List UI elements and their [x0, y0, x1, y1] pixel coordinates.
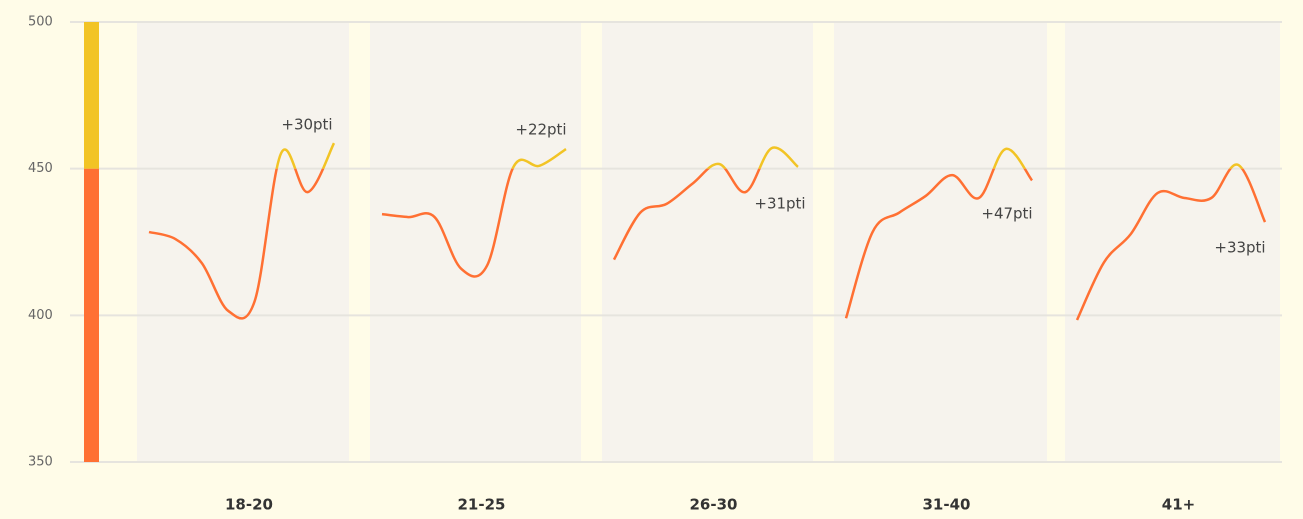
- line-above: [511, 147, 567, 169]
- panel: [602, 22, 813, 462]
- line-above: [992, 147, 1027, 169]
- y-tick-label: 400: [28, 308, 53, 323]
- line-above: [706, 146, 799, 169]
- panel: [834, 22, 1047, 462]
- annotation: +47pti: [981, 205, 1032, 223]
- panel: [370, 22, 581, 462]
- line-below: [612, 168, 761, 261]
- y-tick-label: 450: [28, 161, 53, 176]
- annotation: +30pti: [281, 116, 332, 134]
- panel: [137, 22, 349, 462]
- annotation: +31pti: [754, 195, 805, 213]
- color-bar-above: [84, 22, 99, 169]
- y-tick-label: 350: [28, 455, 53, 470]
- line-below: [148, 168, 325, 320]
- y-tick-label: 500: [28, 15, 53, 30]
- line-above: [1228, 163, 1244, 169]
- panel: [1065, 22, 1280, 462]
- annotation: +22pti: [515, 121, 566, 139]
- line-below: [1075, 168, 1267, 321]
- line-below: [844, 168, 1034, 319]
- x-tick-label: 18-20: [225, 496, 273, 514]
- color-bar-below: [84, 168, 99, 462]
- annotation: +33pti: [1214, 239, 1265, 257]
- line-below: [381, 168, 515, 278]
- x-tick-label: 26-30: [690, 496, 738, 514]
- x-tick-label: 31-40: [923, 496, 971, 514]
- x-tick-label: 21-25: [458, 496, 506, 514]
- x-tick-label: 41+: [1162, 496, 1195, 514]
